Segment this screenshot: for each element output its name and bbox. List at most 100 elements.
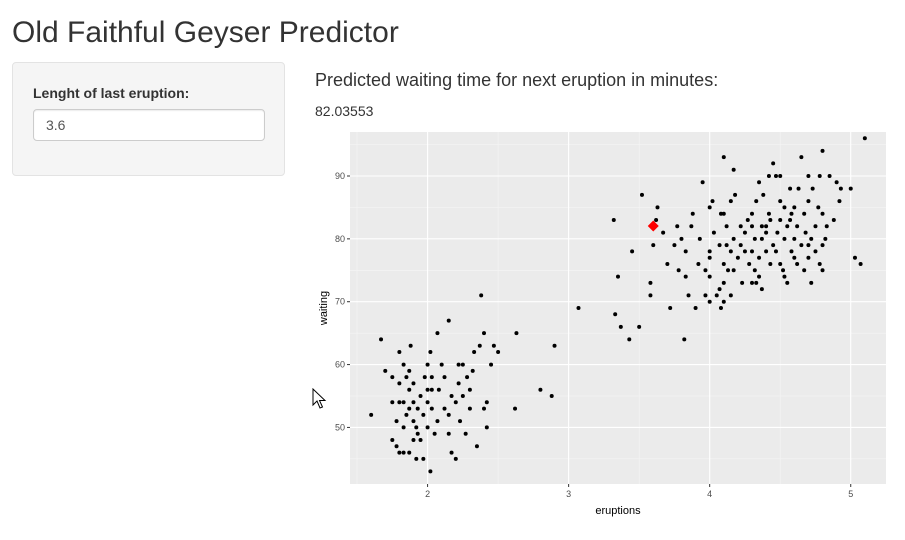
y-tick-label: 80 [335, 234, 345, 244]
data-point [390, 375, 395, 380]
data-point [627, 337, 632, 342]
y-tick-label: 60 [335, 360, 345, 370]
data-point [496, 350, 501, 354]
y-axis-label: waiting [318, 291, 330, 326]
data-point [484, 400, 489, 405]
data-point [397, 450, 402, 455]
eruption-length-label: Lenght of last eruption: [33, 85, 190, 101]
predicted-point-marker [647, 220, 659, 232]
data-point [404, 375, 409, 380]
data-point [401, 425, 406, 430]
data-point [422, 375, 427, 380]
data-point [408, 343, 413, 348]
data-point [703, 293, 708, 298]
data-point [745, 218, 750, 222]
data-point [407, 406, 412, 411]
data-point [421, 456, 426, 461]
data-point [407, 387, 412, 392]
data-point [782, 274, 787, 279]
prediction-heading: Predicted waiting time for next eruption… [315, 70, 719, 90]
data-point [661, 230, 666, 235]
data-point [813, 224, 818, 229]
data-point [768, 262, 773, 266]
data-point [766, 174, 771, 178]
sidebar-panel: Lenght of last eruption: [12, 62, 285, 176]
data-point [477, 343, 482, 348]
data-point [778, 174, 783, 178]
prediction-value: 82.03553 [315, 103, 374, 119]
data-point [806, 255, 811, 260]
data-point [817, 262, 822, 266]
data-point [785, 280, 790, 285]
data-point [446, 412, 451, 417]
data-point [491, 343, 496, 348]
data-point [717, 243, 722, 248]
data-point [809, 280, 814, 285]
data-point [778, 199, 783, 204]
data-point [449, 394, 454, 398]
data-point [436, 387, 441, 392]
data-point [429, 387, 434, 392]
data-point [810, 186, 815, 191]
eruption-length-input[interactable] [33, 109, 265, 141]
data-point [411, 381, 416, 386]
data-point [792, 255, 797, 260]
data-point [752, 268, 757, 273]
data-point [397, 381, 402, 386]
plot-grid [350, 132, 886, 484]
data-point [463, 431, 468, 436]
data-point [383, 368, 388, 373]
data-point [679, 236, 684, 241]
data-point [467, 387, 472, 392]
data-point [764, 230, 769, 235]
data-point [693, 306, 698, 310]
data-point [429, 406, 434, 411]
data-point [820, 243, 825, 248]
data-point [759, 224, 764, 229]
data-point [795, 262, 800, 266]
data-point [696, 262, 701, 266]
data-point [820, 211, 825, 216]
data-point [721, 299, 726, 304]
data-point [750, 249, 754, 254]
data-point [724, 243, 729, 248]
data-point [802, 268, 807, 273]
data-point [435, 419, 440, 424]
data-point [576, 306, 581, 310]
data-point [397, 350, 402, 354]
data-point [683, 249, 688, 254]
data-point [676, 268, 681, 273]
data-point [754, 280, 759, 285]
data-point [707, 255, 712, 260]
data-point [407, 368, 412, 373]
x-tick-label: 4 [707, 489, 712, 499]
data-point [425, 425, 430, 430]
data-point [848, 186, 853, 191]
mouse-cursor-icon [312, 388, 327, 409]
data-point [775, 230, 780, 235]
data-point [668, 306, 673, 310]
data-point [733, 192, 738, 197]
data-point [683, 274, 688, 279]
data-point [731, 236, 736, 241]
data-point [803, 230, 808, 235]
data-point [806, 199, 811, 204]
data-point [618, 324, 623, 329]
data-point [470, 368, 475, 373]
data-point [425, 362, 430, 367]
data-point [407, 450, 412, 455]
data-point [446, 318, 451, 323]
data-point [654, 218, 659, 222]
data-point [757, 180, 762, 185]
data-point [394, 419, 399, 424]
data-point [781, 268, 786, 273]
data-point [482, 406, 486, 411]
data-point [446, 431, 451, 436]
data-point [721, 280, 726, 285]
data-point [724, 224, 729, 229]
data-point [788, 218, 793, 222]
data-point [467, 406, 472, 411]
data-point [707, 249, 712, 254]
data-point [816, 205, 821, 210]
data-point [823, 236, 828, 241]
